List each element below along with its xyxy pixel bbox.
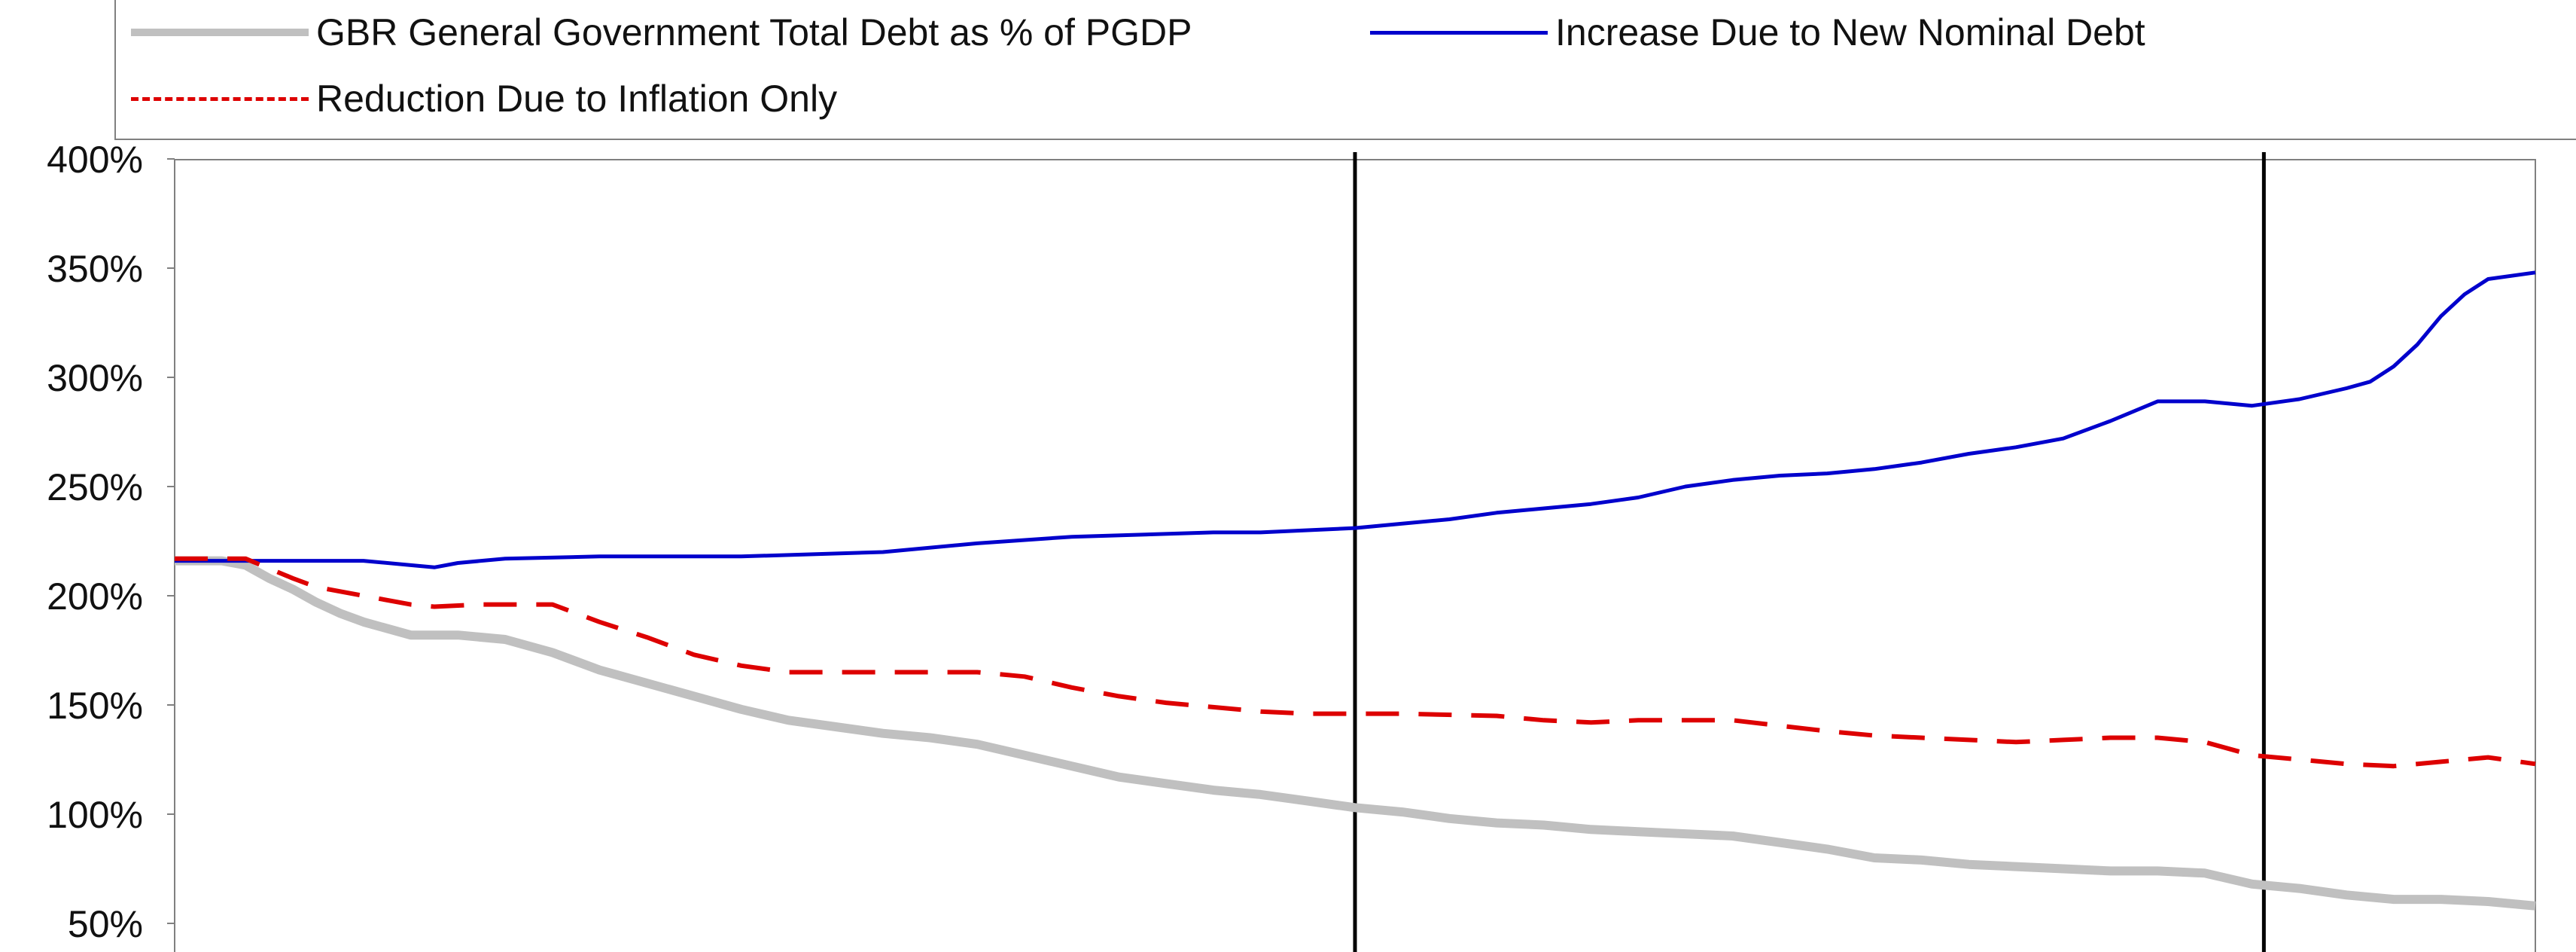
y-tick-label: 350% <box>47 248 143 290</box>
y-tick-label: 50% <box>68 903 143 945</box>
legend-swatch <box>131 96 309 101</box>
y-tick-label: 400% <box>47 139 143 181</box>
y-tick-label: 300% <box>47 357 143 399</box>
legend-item-2: Increase Due to New Nominal Debt <box>1370 6 2145 59</box>
legend-item-1: GBR General Government Total Debt as % o… <box>131 6 1192 59</box>
y-tick-label: 250% <box>47 466 143 508</box>
series-line-3 <box>175 556 2536 769</box>
legend-label: Reduction Due to Inflation Only <box>316 78 838 120</box>
y-tick-label: 200% <box>47 575 143 618</box>
series-line-2 <box>175 270 2536 569</box>
y-tick-label: 150% <box>47 685 143 727</box>
series-line-1 <box>175 556 2536 911</box>
legend-label: Increase Due to New Nominal Debt <box>1555 11 2145 53</box>
legend-swatch <box>1370 30 1548 35</box>
legend-swatch <box>131 29 309 36</box>
legend-label: GBR General Government Total Debt as % o… <box>316 11 1192 53</box>
y-tick-label: 100% <box>47 794 143 836</box>
legend-item-3: Reduction Due to Inflation Only <box>131 72 837 125</box>
legend: GBR General Government Total Debt as % o… <box>114 0 2576 140</box>
